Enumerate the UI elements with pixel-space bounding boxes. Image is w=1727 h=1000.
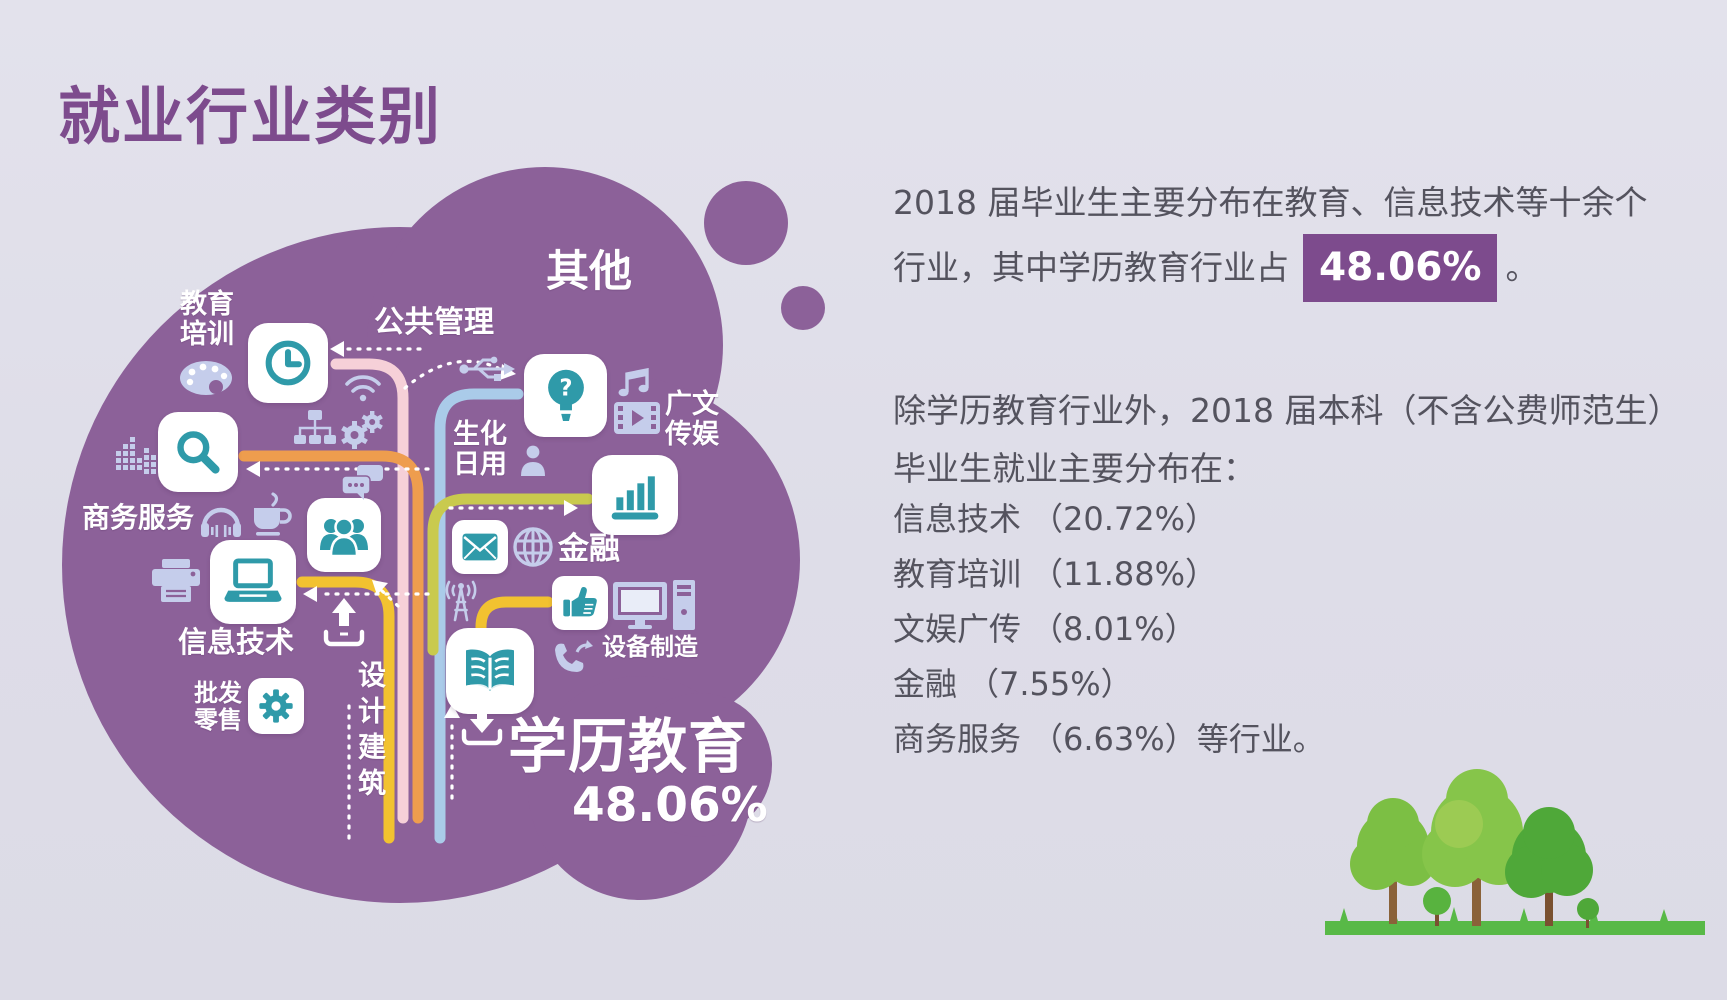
film-icon (613, 401, 661, 435)
value-degree-education-pct: 48.06% (572, 778, 768, 833)
p1-line2-prefix: 行业，其中学历教育行业占 (893, 248, 1289, 287)
label-biochem-daily: 生化 日用 (453, 419, 507, 481)
tile-team (307, 498, 381, 572)
label-design-construction: 设计建筑 (354, 660, 387, 804)
satellite-circle-large (704, 181, 788, 265)
tile-mail (452, 520, 508, 574)
people-icon (320, 517, 368, 558)
p1-line1: 2018 届毕业生主要分布在教育、信息技术等十余个 (893, 183, 1648, 222)
label-finance: 金融 (558, 531, 620, 567)
tile-business-services (158, 412, 238, 492)
p2-line2: 毕业生就业主要分布在： (893, 449, 1256, 488)
p1-line2-suffix: 。 (1505, 248, 1539, 287)
trees-illustration (1325, 769, 1705, 935)
tile-other: ? (524, 354, 607, 437)
stream-pink (330, 358, 409, 824)
tree-tiny-1 (1423, 887, 1451, 926)
tree-tiny-2 (1577, 898, 1599, 928)
bar-chart-icon (611, 476, 659, 520)
stream-yellow-short (475, 596, 554, 668)
music-note-icon (615, 367, 655, 398)
label-public-management: 公共管理 (374, 305, 494, 340)
equalizer-icon (116, 436, 158, 478)
usb-icon (458, 352, 516, 384)
tile-information-technology (210, 540, 296, 624)
label-equipment-manufacturing: 设备制造 (602, 633, 698, 661)
person-icon (519, 444, 547, 478)
label-wholesale-retail: 批发 零售 (194, 679, 242, 734)
summary-paragraph-2: 除学历教育行业外，2018 届本科（不含公费师范生） 毕业生就业主要分布在： (893, 382, 1680, 498)
tree-left (1350, 798, 1436, 924)
envelope-icon (462, 533, 498, 561)
upload-icon (320, 596, 368, 648)
tree-right (1505, 807, 1593, 926)
chat-bubbles-icon (341, 464, 385, 502)
label-media-entertainment: 广文 传娱 (665, 389, 719, 451)
summary-paragraph-1: 2018 届毕业生主要分布在教育、信息技术等十余个 行业，其中学历教育行业占 4… (893, 172, 1647, 302)
lightbulb-question-icon: ? (547, 369, 584, 421)
label-degree-education: 学历教育 (508, 712, 749, 781)
branch-streams (238, 358, 594, 844)
stream-orange (238, 450, 424, 824)
thumbs-up-icon (563, 587, 597, 617)
list-item: 教育培训 （11.88%） (893, 555, 1218, 593)
search-icon (177, 431, 220, 474)
gears-icon (339, 410, 385, 452)
headphones-icon (199, 503, 243, 539)
stream-olive (427, 493, 594, 656)
laptop-icon (224, 558, 282, 602)
industry-list: 信息技术 （20.72%） 教育培训 （11.88%） 文娱广传 （8.01%） 金融… (893, 492, 1325, 767)
label-business-services: 商务服务 (82, 501, 195, 534)
palette-icon (178, 358, 234, 398)
highlight-percentage: 48.06% (1303, 234, 1498, 302)
clock-icon (265, 340, 311, 386)
tile-education-training (248, 323, 328, 403)
tile-wholesale-retail (248, 678, 304, 734)
gear-icon (259, 689, 293, 723)
label-information-technology: 信息技术 (178, 625, 295, 659)
desktop-computer-icon (613, 580, 697, 636)
page-title: 就业行业类别 (58, 80, 443, 153)
download-icon (458, 703, 506, 757)
svg-text:?: ? (559, 375, 572, 401)
list-item: 金融 （7.55%） (893, 665, 1133, 703)
list-item: 信息技术 （20.72%） (893, 500, 1218, 538)
label-other: 其他 (546, 247, 632, 297)
printer-icon (148, 558, 204, 606)
p1-line2: 行业，其中学历教育行业占 48.06% 。 (893, 234, 1647, 302)
label-education-training: 教育 培训 (180, 289, 234, 351)
dotted-arrows (262, 347, 562, 840)
satellite-circle-small (781, 286, 825, 330)
wifi-icon (343, 372, 383, 402)
list-item: 文娱广传 （8.01%） (893, 610, 1197, 648)
phone-icon (551, 638, 593, 676)
globe-icon (512, 526, 554, 568)
grass (1325, 921, 1705, 935)
open-book-icon (466, 649, 514, 697)
list-item: 商务服务 （6.63%）等行业。 (893, 720, 1325, 758)
tile-degree-education (446, 628, 534, 714)
tile-like (552, 576, 608, 630)
radio-tower-icon (442, 576, 480, 622)
sitemap-icon (293, 408, 337, 448)
stream-blue (434, 388, 524, 844)
p2-line1: 除学历教育行业外，2018 届本科（不含公费师范生） (893, 391, 1681, 430)
coffee-cup-icon (246, 492, 296, 540)
tile-finance (592, 455, 678, 535)
